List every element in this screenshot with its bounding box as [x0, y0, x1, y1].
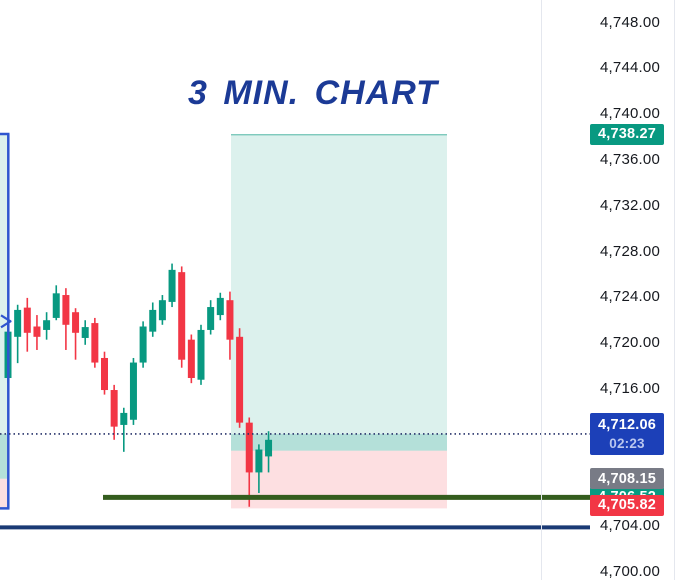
- candle-body-up: [120, 412, 128, 425]
- candle-body-up: [207, 307, 215, 330]
- current-price-label: 4,712.06: [597, 416, 657, 433]
- price-tick-label: 4,728.00: [600, 242, 660, 260]
- position-zones-layer: [231, 134, 447, 509]
- left-position-tool[interactable]: [0, 132, 12, 510]
- right-edge-line: [674, 0, 675, 580]
- candle-body-down: [33, 326, 41, 337]
- price-tick-label: 4,748.00: [600, 13, 660, 31]
- candle-body-down: [245, 422, 253, 473]
- candle-body-up: [197, 329, 205, 380]
- candle-body-up: [139, 326, 147, 363]
- candle-body-down: [62, 295, 70, 325]
- current-price-badge[interactable]: 4,712.06 02:23: [590, 412, 664, 455]
- candle-body-up: [265, 439, 273, 457]
- left-tool-loss-zone: [0, 478, 7, 509]
- candle-body-down: [91, 323, 99, 363]
- overlay-lines-layer: [0, 433, 590, 530]
- profit-zone[interactable]: [231, 134, 447, 434]
- candle-body-up: [129, 362, 137, 420]
- price-tick-label: 4,716.00: [600, 379, 660, 397]
- left-tool-profit-zone: [0, 134, 7, 434]
- left-tool-profit-zone-active: [0, 433, 7, 479]
- candle-body-down: [23, 307, 31, 333]
- price-tick-label: 4,720.00: [600, 334, 660, 352]
- profit-zone-active: [231, 433, 447, 451]
- stop-price-label: 4,705.82: [597, 497, 657, 514]
- price-tick-label: 4,744.00: [600, 59, 660, 77]
- price-tick-label: 4,704.00: [600, 517, 660, 535]
- candle-body-up: [43, 320, 51, 330]
- price-tick-label: 4,732.00: [600, 196, 660, 214]
- candle-body-up: [81, 327, 89, 338]
- candle-body-up: [216, 297, 224, 316]
- axis-separator: [541, 0, 542, 580]
- price-tick-label: 4,740.00: [600, 105, 660, 123]
- candle-body-down: [72, 312, 80, 333]
- candle-body-down: [178, 272, 186, 360]
- price-tick-label: 4,724.00: [600, 288, 660, 306]
- price-tick-label: 4,736.00: [600, 151, 660, 168]
- candle-body-up: [14, 309, 22, 337]
- candle-body-down: [101, 357, 108, 391]
- chart-title: 3 MIN. CHART: [188, 74, 438, 112]
- candle-body-up: [168, 269, 176, 302]
- candle-body-up: [52, 293, 60, 318]
- candle-body-up: [158, 300, 166, 321]
- target-price-badge[interactable]: 4,738.27: [590, 123, 664, 145]
- price-tick-label: 4,700.00: [600, 562, 660, 580]
- candles-layer: [4, 263, 273, 507]
- candle-body-down: [110, 390, 118, 427]
- candle-body-down: [187, 339, 195, 379]
- bar-countdown: 02:23: [609, 435, 645, 451]
- candle-body-up: [255, 449, 263, 473]
- entry-price-badge[interactable]: 4,708.15: [590, 468, 664, 490]
- stop-price-badge[interactable]: 4,705.82: [590, 494, 664, 516]
- candle-body-down: [236, 336, 244, 423]
- target-price-label: 4,738.27: [597, 126, 657, 143]
- profit-zone-top-edge: [231, 134, 447, 136]
- entry-price-label: 4,708.15: [597, 470, 657, 487]
- candle-body-down: [226, 300, 234, 340]
- candle-body-up: [149, 309, 157, 332]
- entry-arrow-icon: [0, 314, 12, 329]
